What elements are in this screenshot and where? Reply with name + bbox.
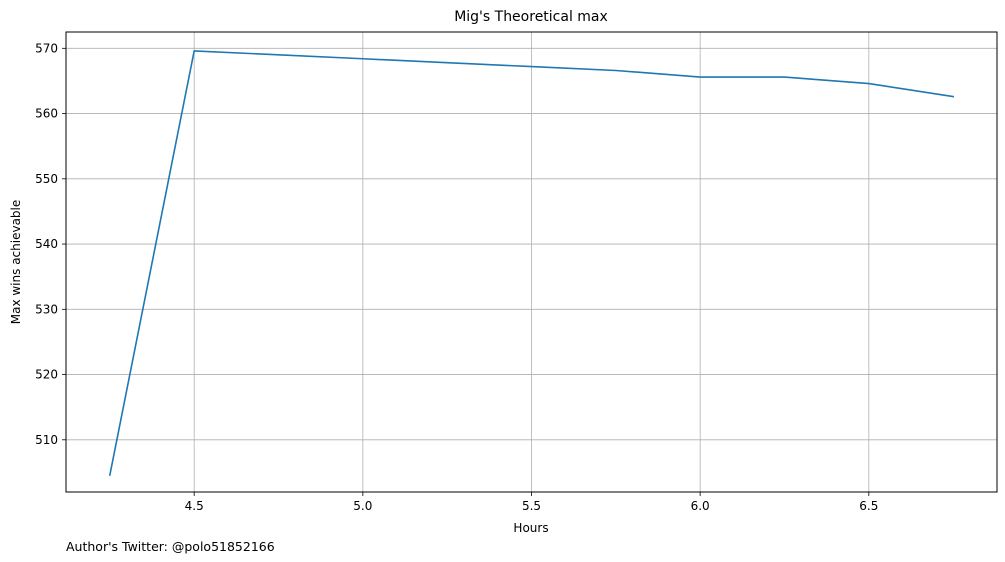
y-tick-label: 570 — [35, 41, 58, 55]
y-axis-label: Max wins achievable — [9, 200, 23, 325]
ticks: 4.5 5.0 5.5 6.0 6.5 510 520 530 540 550 560 570 — [35, 41, 878, 513]
y-tick-label: 530 — [35, 302, 58, 316]
x-tick-label: 6.5 — [859, 499, 878, 513]
series-layer — [108, 50, 955, 476]
author-footnote: Author's Twitter: @polo51852166 — [66, 539, 275, 554]
x-tick-label: 6.0 — [691, 499, 710, 513]
y-tick-label: 560 — [35, 107, 58, 121]
y-tick-label: 540 — [35, 237, 58, 251]
y-tick-label: 520 — [35, 368, 58, 382]
series-line — [108, 50, 955, 476]
x-tick-label: 4.5 — [185, 499, 204, 513]
chart-title: Mig's Theoretical max — [454, 9, 608, 25]
x-tick-label: 5.0 — [353, 499, 372, 513]
y-tick-label: 510 — [35, 433, 58, 447]
grid — [66, 32, 997, 492]
x-tick-label: 5.5 — [522, 499, 541, 513]
x-axis-label: Hours — [513, 521, 548, 535]
y-tick-label: 550 — [35, 172, 58, 186]
